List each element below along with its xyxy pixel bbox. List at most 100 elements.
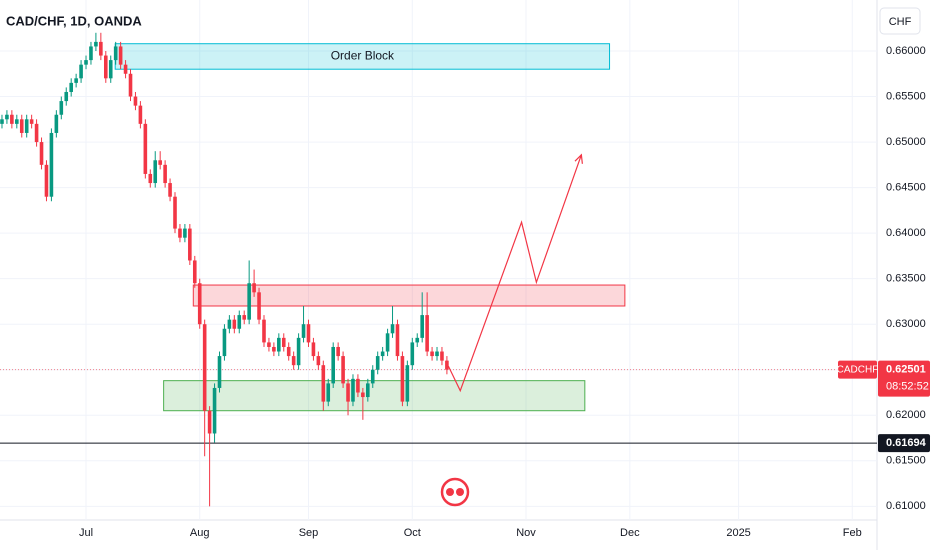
arrow-path — [447, 154, 582, 393]
background-layer — [0, 0, 877, 520]
candle-body — [267, 342, 271, 347]
zone — [114, 43, 611, 70]
candle-body — [197, 283, 202, 325]
candle-body — [445, 360, 449, 370]
candle-body — [227, 319, 232, 329]
candle-body — [173, 196, 177, 229]
hline-label: 0.61694 — [886, 437, 927, 449]
candle-body — [375, 356, 380, 370]
candle-body — [15, 119, 19, 124]
candle-body — [44, 164, 49, 197]
candle-body — [39, 142, 44, 165]
candle-body — [242, 315, 247, 320]
candle-body — [326, 383, 331, 402]
candle-body — [301, 324, 306, 338]
x-tick-label: Oct — [404, 527, 421, 539]
plot-layer — [0, 32, 449, 507]
candle-body — [5, 114, 9, 120]
last-price-label: 0.62501 — [886, 364, 926, 376]
candle-body — [296, 337, 301, 366]
candle-body — [286, 346, 291, 357]
candle-body — [346, 383, 350, 402]
countdown-label: 08:52:52 — [886, 381, 929, 393]
candle-body — [356, 378, 360, 393]
candle-body — [440, 351, 444, 361]
y-tick-label: 0.65500 — [886, 90, 926, 102]
x-tick-label: Dec — [620, 527, 640, 539]
candle-body — [207, 410, 212, 434]
x-tick-label: Aug — [190, 527, 210, 539]
candle-body — [89, 46, 93, 61]
candle-body — [331, 346, 336, 384]
candle-body — [252, 283, 256, 293]
candle-body — [237, 315, 242, 329]
candle-body — [54, 114, 59, 133]
candle-body — [10, 114, 14, 124]
zone — [192, 284, 626, 307]
candle-body — [153, 160, 158, 184]
candle-body — [341, 356, 345, 384]
candle-body — [281, 337, 286, 347]
x-tick-label: Nov — [516, 527, 536, 539]
candle-body — [19, 119, 24, 133]
candle-body — [390, 324, 395, 334]
candle-body — [133, 96, 138, 106]
candle-body — [64, 91, 69, 102]
candle-body — [380, 351, 385, 357]
x-tick-label: Jul — [79, 527, 93, 539]
logo — [440, 477, 470, 507]
candle-body — [257, 292, 261, 320]
candle-body — [118, 46, 123, 65]
candle-body — [336, 346, 340, 357]
candle-body — [158, 160, 162, 165]
candle-body — [99, 41, 103, 56]
candle-body — [59, 101, 64, 115]
candle-body — [192, 260, 197, 284]
x-tick-label: Feb — [843, 527, 862, 539]
candle-body — [410, 342, 415, 366]
candle-body — [272, 346, 276, 352]
candle-body — [415, 337, 420, 343]
y-tick-label: 0.64500 — [886, 182, 926, 194]
candle-body — [49, 132, 54, 197]
candle-body — [128, 73, 133, 97]
y-tick-label: 0.61500 — [886, 455, 926, 467]
candle-body — [183, 228, 187, 238]
candle-body — [366, 383, 370, 398]
y-tick-label: 0.64000 — [886, 227, 926, 239]
candle-body — [69, 82, 73, 92]
hline-tag — [878, 434, 930, 453]
candle-body — [222, 328, 227, 357]
candle-body — [212, 387, 217, 434]
candle-body — [217, 356, 222, 388]
candle-body — [103, 55, 108, 79]
candle-body — [351, 378, 355, 402]
candle-body — [400, 356, 405, 402]
y-tick-label: 0.66000 — [886, 45, 926, 57]
candle-body — [420, 315, 424, 338]
currency-button[interactable] — [879, 7, 921, 35]
symbol-tag — [838, 360, 877, 379]
candle-body — [405, 365, 410, 402]
candle-body — [321, 365, 326, 402]
candle-body — [163, 164, 167, 184]
candle-body — [370, 369, 375, 384]
candle-body — [262, 319, 266, 343]
candle-body — [29, 119, 34, 124]
candle-body — [0, 119, 4, 124]
candle-body — [435, 351, 439, 357]
candle-body — [108, 60, 113, 79]
zone — [163, 380, 586, 412]
candle-body — [306, 324, 311, 343]
price-tag — [878, 360, 930, 397]
y-tick-label: 0.63000 — [886, 318, 926, 330]
candle-body — [178, 228, 182, 238]
y-tick-label: 0.63500 — [886, 273, 926, 285]
candle-body — [113, 46, 118, 61]
candle-body — [232, 319, 237, 329]
arrow-head — [574, 153, 583, 164]
overlay-layer: 0.610000.615000.620000.625000.630000.635… — [79, 45, 930, 539]
candle-body — [277, 337, 281, 352]
